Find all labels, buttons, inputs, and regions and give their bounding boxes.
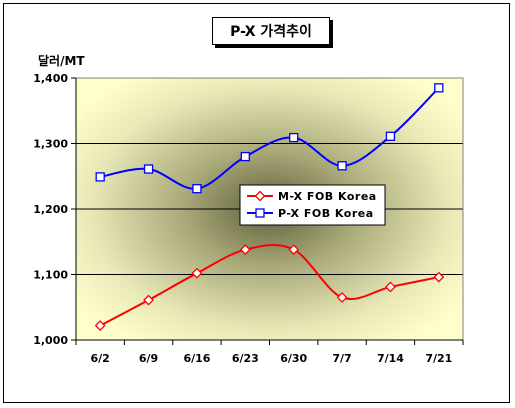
data-point [191, 267, 203, 279]
series-layer [94, 83, 445, 332]
data-point [94, 320, 106, 332]
y-tick-label: 1,400 [33, 72, 68, 85]
series-line [99, 244, 440, 327]
data-point [288, 244, 300, 256]
x-axis-ticks: 6/2 6/9 6/16 6/23 6/30 7/7 7/14 7/21 [75, 340, 464, 365]
data-point [337, 161, 347, 171]
x-tick-label: 6/9 [139, 352, 158, 365]
legend-label: M-X FOB Korea [278, 190, 377, 203]
data-point [95, 172, 105, 182]
data-point [336, 292, 348, 303]
x-tick-label: 7/14 [377, 352, 404, 365]
x-tick-label: 6/23 [232, 352, 259, 365]
data-point [434, 83, 444, 93]
data-point [385, 131, 396, 141]
x-tick-label: 7/21 [425, 352, 452, 365]
y-tick-label: 1,100 [33, 269, 68, 282]
data-point [143, 164, 154, 174]
x-tick-label: 7/7 [332, 352, 351, 365]
legend: M-X FOB Korea P-X FOB Korea [239, 184, 386, 226]
legend-label: P-X FOB Korea [278, 207, 374, 220]
x-tick-label: 6/30 [280, 352, 307, 365]
legend-marker [255, 208, 265, 218]
series-mx [94, 244, 445, 332]
data-point [289, 132, 299, 143]
data-point [240, 151, 250, 162]
data-point [385, 281, 396, 293]
y-axis-ticks: 1,000 1,100 1,200 1,300 1,400 [33, 72, 76, 347]
y-tick-label: 1,000 [33, 334, 68, 347]
data-point [433, 271, 445, 283]
series-px [95, 83, 444, 194]
y-tick-label: 1,200 [33, 203, 68, 216]
data-point [239, 244, 251, 256]
legend-box [239, 184, 386, 226]
chart-title: P-X 가격추이 [212, 17, 330, 45]
legend-marker [254, 190, 266, 202]
x-tick-label: 6/16 [183, 352, 210, 365]
data-point [192, 184, 202, 194]
x-tick-label: 6/2 [91, 352, 110, 365]
y-tick-label: 1,300 [33, 138, 68, 151]
data-point [143, 294, 154, 306]
y-axis-unit-label: 달러/MT [38, 54, 85, 68]
